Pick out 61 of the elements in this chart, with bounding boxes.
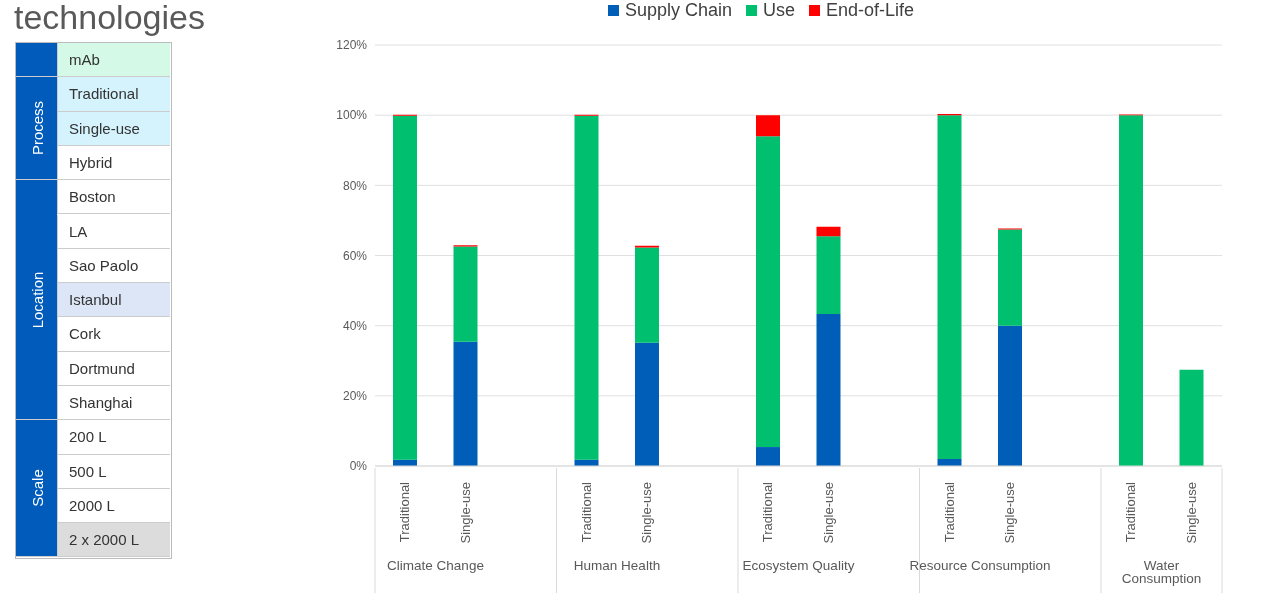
x-tick-label: Traditional bbox=[397, 481, 413, 543]
category-label: Location bbox=[28, 271, 45, 329]
category-label: Cork bbox=[69, 325, 101, 343]
category-label: 500 L bbox=[69, 462, 107, 480]
category-label: Istanbul bbox=[69, 291, 122, 309]
legend-label: Supply Chain bbox=[623, 0, 732, 21]
bar bbox=[1179, 369, 1204, 466]
x-tick-label: Single-use bbox=[1183, 482, 1199, 544]
category-label: Scale bbox=[28, 469, 45, 508]
category-label: mAb bbox=[69, 51, 100, 68]
x-tick-label: Traditional bbox=[578, 481, 594, 543]
x-tick-label: Single-use bbox=[457, 482, 473, 544]
category-label: Sao Paolo bbox=[69, 256, 139, 274]
bar bbox=[816, 236, 841, 315]
text: technologies bbox=[14, 0, 205, 37]
text: Resource Consumption bbox=[909, 557, 1051, 573]
legend-label: Use bbox=[762, 0, 796, 21]
y-tick-label: 60% bbox=[342, 248, 368, 263]
bar bbox=[1119, 115, 1143, 466]
text: Water Consumption bbox=[1121, 557, 1202, 587]
bar bbox=[453, 246, 478, 342]
category-label: Hybrid bbox=[69, 153, 113, 171]
bar bbox=[816, 314, 841, 466]
category-label: 2 x 2000 L bbox=[69, 531, 140, 549]
x-tick-label: Single-use bbox=[820, 482, 836, 544]
category-label: Shanghai bbox=[69, 394, 133, 411]
category-label: 2000 L bbox=[69, 496, 115, 514]
category-label: Process bbox=[28, 101, 45, 156]
bar bbox=[937, 115, 962, 459]
x-tick-label: Traditional bbox=[1123, 481, 1139, 543]
x-tick-label: Traditional bbox=[760, 481, 776, 543]
category-label: Single-use bbox=[69, 119, 140, 137]
bar bbox=[756, 447, 780, 466]
bar bbox=[756, 115, 780, 137]
text: Ecosystem Quality bbox=[742, 557, 855, 573]
y-tick-label: 100% bbox=[336, 108, 368, 123]
bar bbox=[393, 115, 417, 460]
x-tick-label: Single-use bbox=[1002, 482, 1018, 544]
x-tick-label: Traditional bbox=[941, 481, 957, 543]
text: Human Health bbox=[573, 557, 661, 573]
bar bbox=[756, 136, 780, 448]
bar bbox=[816, 226, 841, 237]
bar bbox=[574, 115, 599, 460]
bar bbox=[635, 247, 659, 343]
text: Climate Change bbox=[387, 557, 484, 573]
y-tick-label: 80% bbox=[342, 178, 368, 193]
bar bbox=[635, 342, 659, 466]
y-tick-label: 20% bbox=[342, 389, 368, 404]
category-label: Boston bbox=[69, 188, 116, 206]
bar bbox=[453, 341, 478, 466]
category-label: Dortmund bbox=[69, 359, 135, 377]
y-tick-label: 40% bbox=[342, 318, 368, 333]
category-label: Traditional bbox=[69, 85, 139, 103]
x-tick-label: Single-use bbox=[639, 482, 655, 544]
y-tick-label: 120% bbox=[336, 38, 368, 53]
bar bbox=[998, 229, 1022, 326]
bar bbox=[998, 325, 1022, 466]
y-tick-label: 0% bbox=[349, 459, 368, 474]
category-label: 200 L bbox=[69, 428, 107, 446]
category-label: LA bbox=[69, 222, 88, 240]
legend-label: End-of-Life bbox=[825, 0, 915, 21]
